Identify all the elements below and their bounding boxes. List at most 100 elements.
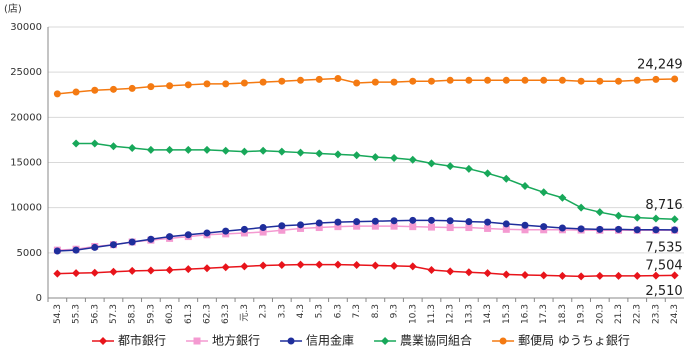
legend-label: 郵便局 ゆうちょ銀行 xyxy=(518,334,630,348)
marker xyxy=(240,147,249,156)
marker xyxy=(259,78,267,86)
marker xyxy=(165,265,174,274)
marker xyxy=(297,224,305,232)
marker xyxy=(577,203,586,212)
marker xyxy=(352,151,361,160)
marker xyxy=(464,164,473,173)
marker xyxy=(193,337,201,345)
marker xyxy=(484,224,492,232)
marker xyxy=(128,238,136,246)
marker xyxy=(165,145,174,154)
marker xyxy=(596,77,604,85)
x-tick-label: 13.3 xyxy=(464,304,474,324)
marker xyxy=(381,337,390,345)
x-tick-label: 8.3 xyxy=(371,304,381,318)
marker xyxy=(521,76,529,84)
x-tick-label: 62.3 xyxy=(203,304,213,324)
marker xyxy=(465,218,473,226)
marker xyxy=(484,76,492,84)
marker xyxy=(277,147,286,156)
x-tick-label: 17.3 xyxy=(539,304,549,324)
marker xyxy=(633,271,642,280)
marker xyxy=(147,235,155,243)
marker xyxy=(499,337,507,345)
marker xyxy=(371,222,379,230)
marker xyxy=(53,269,62,278)
marker xyxy=(408,262,417,271)
marker xyxy=(633,213,642,222)
y-tick-label: 20000 xyxy=(10,112,42,123)
marker xyxy=(651,214,660,223)
marker xyxy=(334,218,342,226)
marker xyxy=(671,75,679,83)
marker xyxy=(72,269,81,278)
x-tick-label: 5.3 xyxy=(315,304,325,318)
y-tick-label: 25000 xyxy=(10,67,42,78)
x-tick-label: 58.3 xyxy=(128,304,138,324)
value-label: 8,716 xyxy=(645,198,682,213)
x-tick-label: 9.3 xyxy=(390,304,400,318)
marker xyxy=(315,149,324,158)
marker xyxy=(296,148,305,157)
legend-label: 地方銀行 xyxy=(212,333,260,348)
x-tick-label: 12.3 xyxy=(446,304,456,324)
x-tick-label: 56.3 xyxy=(90,304,100,324)
x-tick-label: 20.3 xyxy=(595,304,605,324)
marker xyxy=(427,216,435,224)
value-label: 7,535 xyxy=(645,240,682,255)
marker xyxy=(465,76,473,84)
marker xyxy=(203,229,211,237)
marker xyxy=(409,77,417,85)
marker xyxy=(184,265,193,274)
x-tick-label: 16.3 xyxy=(521,304,531,324)
marker xyxy=(409,216,417,224)
x-tick-label: 63.3 xyxy=(221,304,231,324)
marker xyxy=(502,174,511,183)
marker xyxy=(287,337,295,345)
marker xyxy=(184,145,193,154)
marker xyxy=(521,221,529,229)
marker xyxy=(72,246,80,254)
marker xyxy=(615,77,623,85)
marker xyxy=(652,75,660,83)
marker xyxy=(278,77,286,85)
marker xyxy=(240,229,248,237)
marker xyxy=(540,76,548,84)
marker xyxy=(333,260,342,269)
marker xyxy=(353,222,361,230)
marker xyxy=(558,76,566,84)
marker xyxy=(109,85,117,93)
y-tick-label: 5000 xyxy=(17,248,42,259)
marker xyxy=(259,224,267,232)
x-tick-label: 19.3 xyxy=(577,304,587,324)
marker xyxy=(484,218,492,226)
marker xyxy=(166,233,174,241)
marker xyxy=(464,268,473,277)
marker xyxy=(128,84,136,92)
legend-label: 信用金庫 xyxy=(306,333,354,348)
marker xyxy=(297,221,305,229)
marker xyxy=(371,78,379,86)
marker xyxy=(333,150,342,159)
x-tick-label: 22.3 xyxy=(633,304,643,324)
marker xyxy=(128,144,137,153)
marker xyxy=(483,269,492,278)
marker xyxy=(577,272,586,281)
marker xyxy=(240,79,248,87)
x-tick-label: 61.3 xyxy=(184,304,194,324)
series-line xyxy=(57,219,675,252)
marker xyxy=(221,263,230,272)
marker xyxy=(99,337,107,345)
marker xyxy=(334,223,342,231)
marker xyxy=(390,261,399,270)
marker xyxy=(595,271,604,280)
x-tick-label: 59.3 xyxy=(146,304,156,324)
value-label: 24,249 xyxy=(637,57,683,72)
marker xyxy=(521,270,529,279)
y-axis-label: (店) xyxy=(4,2,22,15)
marker xyxy=(90,268,99,277)
marker xyxy=(427,265,436,274)
marker xyxy=(558,193,567,202)
marker xyxy=(72,139,81,148)
